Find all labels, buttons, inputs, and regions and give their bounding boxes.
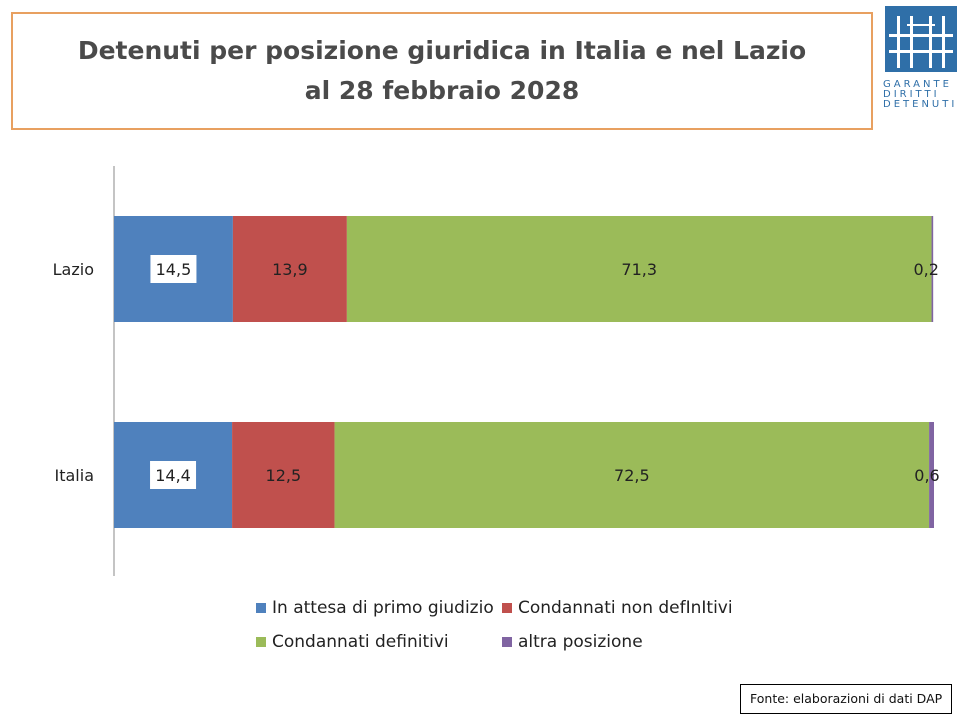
legend-item-altra: altra posizione [502, 632, 643, 652]
legend-swatch-definitivi [256, 637, 266, 647]
legend-label-non-definitivi: Condannati non defInItivi [518, 598, 733, 618]
logo-mark-icon [885, 6, 957, 72]
data-label-lazio-s0: 14,5 [156, 260, 192, 279]
logo-word-3: DETENUTI [883, 99, 958, 110]
legend-label-in-attesa: In attesa di primo giudizio [272, 598, 494, 618]
legend-swatch-altra [502, 637, 512, 647]
bar-segment-lazio-s1 [232, 216, 347, 322]
data-label-italia-s0: 14,4 [155, 466, 191, 485]
title-box: Detenuti per posizione giuridica in Ital… [11, 12, 873, 130]
chart-title-line-1: Detenuti per posizione giuridica in Ital… [77, 36, 807, 65]
legend-item-in-attesa: In attesa di primo giudizio [256, 598, 494, 618]
logo-word-1: GARANTE [883, 79, 952, 90]
data-label-lazio-s2: 71,3 [621, 260, 657, 279]
category-label-italia: Italia [55, 466, 95, 485]
data-label-italia-s3: 0,6 [914, 466, 939, 485]
legend-swatch-non-definitivi [502, 603, 512, 613]
data-label-italia-s1: 12,5 [266, 466, 302, 485]
bar-segment-italia-s1 [232, 422, 335, 528]
category-label-lazio: Lazio [53, 260, 94, 279]
data-label-italia-s2: 72,5 [614, 466, 650, 485]
data-label-bg-italia-s0 [150, 461, 197, 489]
chart-title-line-2: al 28 febbraio 2028 [304, 76, 580, 105]
bar-segment-italia-s2 [334, 422, 930, 528]
data-label-lazio-s3: 0,2 [913, 260, 938, 279]
legend-item-non-definitivi: Condannati non defInItivi [502, 598, 733, 618]
chart-legend: In attesa di primo giudizio Condannati n… [250, 596, 810, 656]
logo-word-2: DIRITTI [883, 89, 940, 100]
legend-label-definitivi: Condannati definitivi [272, 632, 449, 652]
legend-swatch-in-attesa [256, 603, 266, 613]
stacked-bar-chart: Lazio 14,5 13,9 71,3 0,2 Italia 14,4 12,5 72,5 0,… [53, 166, 940, 576]
legend-label-altra: altra posizione [518, 632, 643, 652]
source-note: Fonte: elaborazioni di dati DAP [740, 684, 952, 714]
data-label-bg-lazio-s0 [150, 255, 197, 283]
garante-logo: GARANTE DIRITTI DETENUTI [883, 4, 959, 110]
data-label-lazio-s1: 13,9 [272, 260, 308, 279]
legend-item-definitivi: Condannati definitivi [256, 632, 449, 652]
bar-segment-italia-s3 [929, 422, 934, 528]
bar-segment-lazio-s3 [931, 216, 934, 322]
bar-segment-lazio-s2 [346, 216, 932, 322]
